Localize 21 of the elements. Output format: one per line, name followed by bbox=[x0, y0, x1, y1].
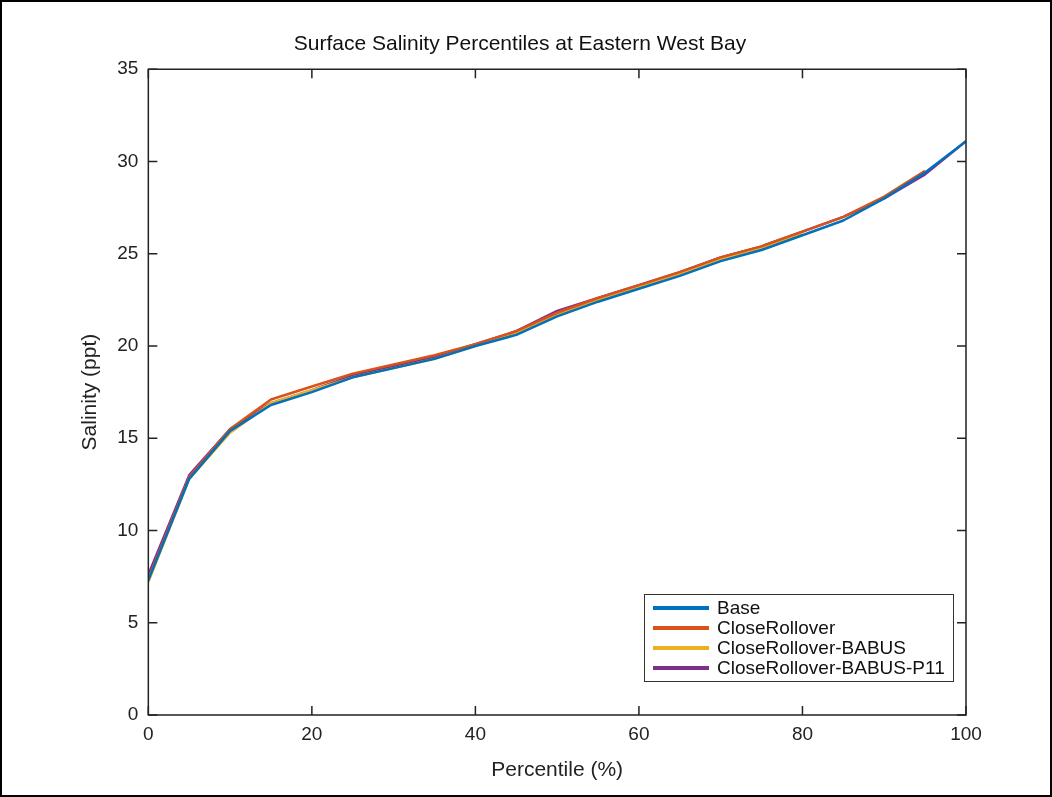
legend-label: CloseRollover-BABUS-P11 bbox=[716, 657, 945, 678]
x-tick-label: 60 bbox=[628, 722, 650, 744]
legend-label: CloseRollover-BABUS bbox=[716, 637, 907, 658]
y-tick-label: 35 bbox=[117, 57, 139, 79]
x-tick-label: 0 bbox=[143, 722, 154, 744]
y-tick-label: 20 bbox=[117, 334, 139, 356]
y-tick-label: 25 bbox=[117, 241, 139, 263]
chart-title: Surface Salinity Percentiles at Eastern West Bay bbox=[293, 31, 747, 55]
x-tick-label: 40 bbox=[464, 722, 486, 744]
x-tick-label: 20 bbox=[301, 722, 323, 744]
legend-label: Base bbox=[716, 597, 762, 618]
y-tick-label: 30 bbox=[117, 149, 139, 171]
y-tick-label: 15 bbox=[117, 426, 139, 448]
y-tick-label: 5 bbox=[127, 610, 139, 632]
x-tick-label: 80 bbox=[791, 722, 814, 744]
y-tick-label: 10 bbox=[117, 518, 139, 540]
x-tick-label: 100 bbox=[950, 722, 982, 744]
x-axis-title: Percentile (%) bbox=[491, 757, 624, 781]
legend-label: CloseRollover bbox=[716, 617, 837, 638]
y-axis-title: Salinity (ppt) bbox=[77, 333, 101, 451]
y-tick-label: 0 bbox=[127, 703, 139, 725]
